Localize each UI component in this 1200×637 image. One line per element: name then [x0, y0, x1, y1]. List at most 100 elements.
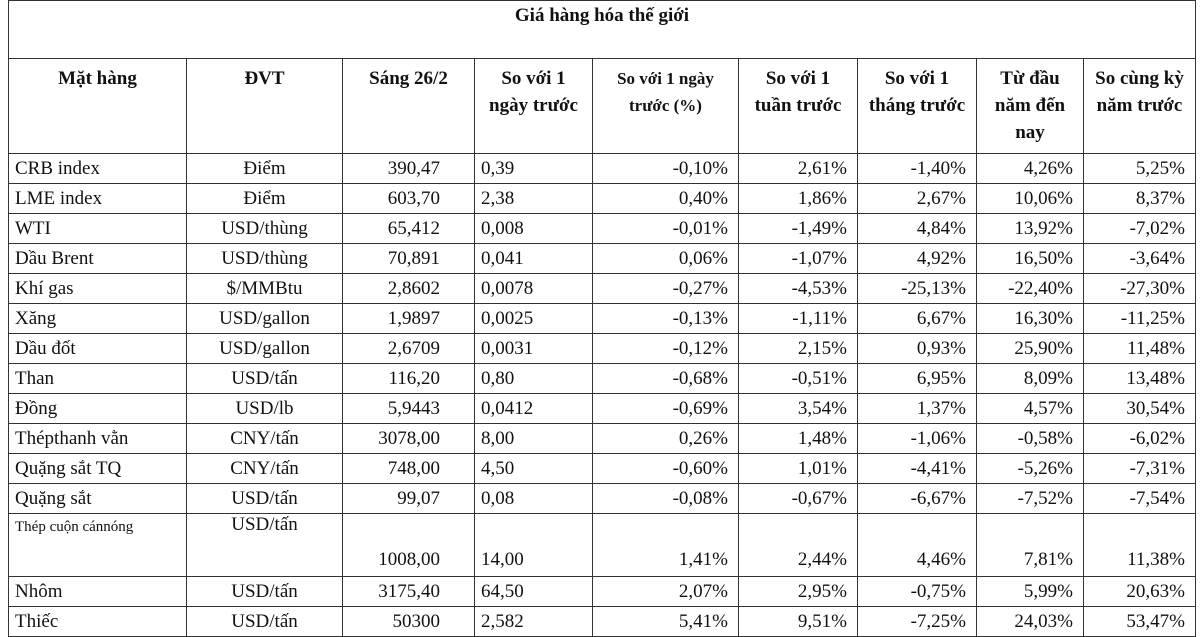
cell-unit: USD/tấn: [186, 576, 343, 607]
table-row: Nhôm USD/tấn 3175,40 64,50 2,07% 2,95% -0,75% 5…: [8, 576, 1196, 607]
cell-yoy: 30,54%: [1083, 393, 1196, 424]
cell-vs-day: 0,39: [474, 153, 593, 184]
cell-vs-week: 2,61%: [738, 153, 858, 184]
cell-vs-day: 4,50: [474, 453, 593, 484]
table-row: CRB index Điểm 390,47 0,39 -0,10% 2,61% -1,40%…: [8, 153, 1196, 184]
cell-vs-month: -0,75%: [857, 576, 977, 607]
cell-morning-price: 99,07: [342, 483, 475, 514]
cell-item: CRB index: [8, 153, 187, 184]
cell-unit: USD/thùng: [186, 213, 343, 244]
table-body: CRB index Điểm 390,47 0,39 -0,10% 2,61% -1,40%…: [8, 153, 1196, 637]
cell-ytd: 24,03%: [976, 606, 1084, 637]
table-title: Giá hàng hóa thế giới: [8, 0, 1196, 59]
cell-ytd: 5,99%: [976, 576, 1084, 607]
cell-vs-day-pct: -0,10%: [592, 153, 739, 184]
cell-yoy: -27,30%: [1083, 273, 1196, 304]
cell-vs-day-pct: 5,41%: [592, 606, 739, 637]
cell-vs-month: 4,46%: [857, 513, 977, 577]
cell-ytd: 16,30%: [976, 303, 1084, 334]
cell-vs-month: -6,67%: [857, 483, 977, 514]
cell-yoy: 53,47%: [1083, 606, 1196, 637]
cell-ytd: -7,52%: [976, 483, 1084, 514]
cell-ytd: 8,09%: [976, 363, 1084, 394]
cell-morning-price: 1,9897: [342, 303, 475, 334]
cell-ytd: -0,58%: [976, 423, 1084, 454]
cell-vs-week: -1,11%: [738, 303, 858, 334]
table-header-row: Mặt hàng ĐVT Sáng 26/2 So với 1 ngày trước S…: [8, 58, 1196, 154]
cell-vs-month: -1,06%: [857, 423, 977, 454]
cell-item: Xăng: [8, 303, 187, 334]
cell-morning-price: 1008,00: [342, 513, 475, 577]
cell-yoy: -7,31%: [1083, 453, 1196, 484]
cell-yoy: -11,25%: [1083, 303, 1196, 334]
cell-morning-price: 2,6709: [342, 333, 475, 364]
cell-vs-week: -1,49%: [738, 213, 858, 244]
cell-morning-price: 50300: [342, 606, 475, 637]
cell-vs-month: 6,95%: [857, 363, 977, 394]
cell-vs-day: 8,00: [474, 423, 593, 454]
cell-vs-week: 2,44%: [738, 513, 858, 577]
cell-vs-month: 1,37%: [857, 393, 977, 424]
cell-ytd: 10,06%: [976, 183, 1084, 214]
table-row: Đồng USD/lb 5,9443 0,0412 -0,69% 3,54% 1,37% 4,…: [8, 393, 1196, 424]
cell-item: Nhôm: [8, 576, 187, 607]
col-header-morning-price: Sáng 26/2: [342, 58, 475, 154]
cell-morning-price: 3078,00: [342, 423, 475, 454]
cell-unit: CNY/tấn: [186, 423, 343, 454]
cell-unit: USD/tấn: [186, 513, 343, 577]
cell-item: Thiếc: [8, 606, 187, 637]
cell-vs-month: 0,93%: [857, 333, 977, 364]
cell-vs-month: -25,13%: [857, 273, 977, 304]
cell-yoy: 13,48%: [1083, 363, 1196, 394]
cell-vs-week: -0,51%: [738, 363, 858, 394]
commodity-price-table-container: Giá hàng hóa thế giới Mặt hàng ĐVT Sáng 26…: [8, 0, 1196, 637]
cell-item: Khí gas: [8, 273, 187, 304]
table-row: Dầu đốt USD/gallon 2,6709 0,0031 -0,12% 2,15%…: [8, 333, 1196, 364]
cell-ytd: 4,26%: [976, 153, 1084, 184]
cell-yoy: 8,37%: [1083, 183, 1196, 214]
table-row: Thép cuộn cánnóng USD/tấn 1008,00 14,00 1,41…: [8, 513, 1196, 577]
cell-ytd: 16,50%: [976, 243, 1084, 274]
cell-vs-day-pct: -0,13%: [592, 303, 739, 334]
cell-ytd: 13,92%: [976, 213, 1084, 244]
cell-vs-day: 2,38: [474, 183, 593, 214]
cell-vs-week: 1,48%: [738, 423, 858, 454]
cell-morning-price: 5,9443: [342, 393, 475, 424]
table-row: Khí gas $/MMBtu 2,8602 0,0078 -0,27% -4,53% -2…: [8, 273, 1196, 304]
col-header-yoy: So cùng kỳ năm trước: [1083, 58, 1196, 154]
cell-morning-price: 70,891: [342, 243, 475, 274]
cell-vs-day-pct: -0,68%: [592, 363, 739, 394]
table-row: Thépthanh vằn CNY/tấn 3078,00 8,00 0,26% 1,48…: [8, 423, 1196, 454]
cell-vs-week: 3,54%: [738, 393, 858, 424]
cell-yoy: -7,54%: [1083, 483, 1196, 514]
cell-vs-month: 6,67%: [857, 303, 977, 334]
cell-unit: $/MMBtu: [186, 273, 343, 304]
cell-vs-week: 2,15%: [738, 333, 858, 364]
cell-unit: Điểm: [186, 153, 343, 184]
col-header-vs-week: So với 1 tuần trước: [738, 58, 858, 154]
table-row: Quặng sắt USD/tấn 99,07 0,08 -0,08% -0,67% -6,…: [8, 483, 1196, 514]
cell-morning-price: 3175,40: [342, 576, 475, 607]
cell-ytd: 4,57%: [976, 393, 1084, 424]
cell-morning-price: 748,00: [342, 453, 475, 484]
cell-vs-week: -4,53%: [738, 273, 858, 304]
cell-vs-month: 4,92%: [857, 243, 977, 274]
table-row: Thiếc USD/tấn 50300 2,582 5,41% 9,51% -7,25% 24…: [8, 606, 1196, 637]
cell-vs-day-pct: 0,26%: [592, 423, 739, 454]
table-row: WTI USD/thùng 65,412 0,008 -0,01% -1,49% 4,84%…: [8, 213, 1196, 244]
cell-vs-day: 14,00: [474, 513, 593, 577]
cell-vs-day: 0,80: [474, 363, 593, 394]
cell-vs-day-pct: -0,12%: [592, 333, 739, 364]
cell-item: Quặng sắt TQ: [8, 453, 187, 484]
cell-vs-day: 0,0412: [474, 393, 593, 424]
cell-unit: USD/tấn: [186, 606, 343, 637]
cell-vs-day-pct: 2,07%: [592, 576, 739, 607]
cell-vs-week: 9,51%: [738, 606, 858, 637]
cell-vs-day-pct: -0,27%: [592, 273, 739, 304]
cell-vs-day: 0,08: [474, 483, 593, 514]
cell-unit: USD/gallon: [186, 303, 343, 334]
cell-vs-day: 0,0025: [474, 303, 593, 334]
cell-vs-week: 1,86%: [738, 183, 858, 214]
cell-ytd: 25,90%: [976, 333, 1084, 364]
cell-yoy: 20,63%: [1083, 576, 1196, 607]
